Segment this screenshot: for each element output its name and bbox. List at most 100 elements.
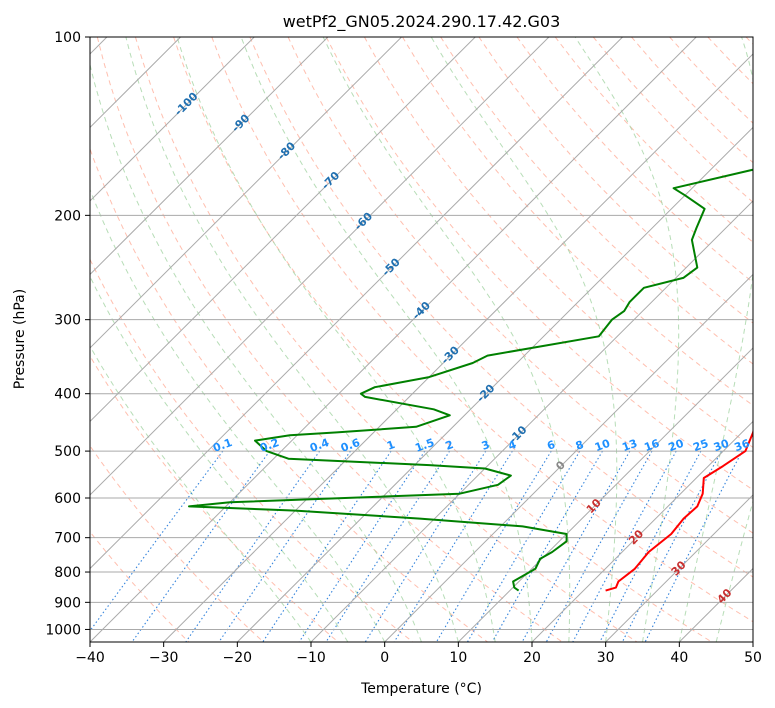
mixing-ratio-line <box>131 450 271 642</box>
isotherm-gridline <box>310 200 753 642</box>
isotherm-gridline <box>236 126 753 642</box>
y-tick-label: 800 <box>54 565 81 581</box>
plot-frame <box>89 36 754 643</box>
mixing-ratio-line <box>621 450 722 642</box>
dry-adiabat <box>287 37 753 534</box>
mixing-ratio-line <box>521 450 631 642</box>
dry-adiabat <box>211 37 753 623</box>
moist-adiabat <box>90 275 349 642</box>
dry-adiabat <box>478 37 753 324</box>
mixing-ratio-label: 3 <box>480 438 492 453</box>
isotherm-gridline <box>90 37 476 423</box>
mixing-ratio-label: 30 <box>712 437 731 455</box>
x-tick-label: 0 <box>380 650 389 666</box>
isotherm-gridline <box>90 37 697 642</box>
isotherm-gridline <box>752 641 753 642</box>
y-axis-label: Pressure (hPa) <box>12 289 28 389</box>
moist-adiabat <box>715 499 753 642</box>
mixing-ratio-label: 1.5 <box>413 436 436 455</box>
mixing-ratio-label: 0.6 <box>339 436 362 455</box>
moist-adiabat <box>90 62 422 642</box>
chart-title: wetPf2_GN05.2024.290.17.42.G03 <box>283 12 561 32</box>
x-tick-label: −20 <box>223 650 253 666</box>
x-tick-label: 10 <box>449 650 467 666</box>
mixing-ratio-label: 25 <box>691 437 710 454</box>
y-tick-label: 700 <box>54 531 81 547</box>
isotherm-gridline <box>90 37 550 496</box>
x-tick-label: −30 <box>149 650 179 666</box>
dry-adiabat <box>173 37 713 642</box>
isotherm-gridline <box>90 37 329 276</box>
mixing-ratio-line <box>644 450 743 642</box>
y-tick-label: 200 <box>54 208 81 224</box>
mixing-ratio-label: 6 <box>545 438 557 453</box>
x-tick-label: −10 <box>296 650 326 666</box>
profile-lines <box>188 168 753 592</box>
mixing-ratio-line <box>393 450 513 642</box>
y-tick-label: 100 <box>54 30 81 46</box>
dry-adiabat <box>440 37 753 365</box>
isotherm-gridline <box>531 420 753 642</box>
mixing-ratio-label: 16 <box>642 437 661 455</box>
mixing-ratio-line <box>572 450 677 642</box>
isotherm-gridline <box>90 37 182 129</box>
mixing-ratio-line <box>185 450 321 642</box>
temperature-line <box>605 428 753 592</box>
dry-adiabat <box>745 37 753 45</box>
x-tick-label: 20 <box>523 650 541 666</box>
y-tick-label: 900 <box>54 595 81 611</box>
mixing-ratio-label: 8 <box>574 438 586 453</box>
moist-adiabat <box>322 37 571 642</box>
mixing-ratio-label: 13 <box>620 437 639 454</box>
mixing-ratio-line <box>599 450 702 642</box>
dry-adiabat <box>134 37 638 642</box>
dry-adiabat <box>707 37 753 85</box>
mixing-ratio-line <box>364 450 487 642</box>
moist-adiabat <box>90 188 386 642</box>
isotherm-gridline <box>383 273 753 642</box>
x-tick-label: 30 <box>597 650 615 666</box>
moist-adiabat <box>678 37 753 642</box>
mixing-ratio-line <box>90 450 224 632</box>
x-tick-label: 40 <box>670 650 688 666</box>
dry-adiabat <box>90 258 414 642</box>
moist-adiabat <box>125 37 459 642</box>
y-tick-label: 300 <box>54 313 81 329</box>
x-axis-label: Temperature (°C) <box>360 681 482 697</box>
dry-adiabat <box>402 37 753 406</box>
mixing-ratio-label: 36 <box>733 437 752 455</box>
background-lines <box>90 37 753 642</box>
isotherm-gridline <box>90 37 403 349</box>
y-tick-label: 400 <box>54 387 81 403</box>
x-tick-label: 50 <box>744 650 762 666</box>
mixing-ratio-line <box>466 450 581 642</box>
isotherm-gridline <box>678 567 753 642</box>
isotherm-gridline <box>90 37 255 202</box>
mixing-ratio-line <box>325 450 451 642</box>
mixing-ratio-label: 0.2 <box>258 436 281 455</box>
y-tick-label: 500 <box>54 444 81 460</box>
moist-adiabat <box>430 37 618 642</box>
axes: −40 −30 −20 −10 0 10 20 30 40 5010020030040050060… <box>45 30 762 666</box>
moist-adiabat <box>240 37 533 642</box>
y-tick-label: 600 <box>54 491 81 507</box>
mixing-ratio-label: 0.4 <box>308 436 331 455</box>
mixing-ratio-line <box>262 450 392 642</box>
isotherm-gridline <box>604 494 753 642</box>
mixing-ratio-label: 2 <box>444 438 456 453</box>
isotherm-gridline <box>457 347 753 642</box>
mixing-ratio-label: 10 <box>593 437 612 455</box>
moist-adiabat <box>90 345 312 642</box>
x-tick-label: −40 <box>75 650 105 666</box>
dewpoint-line <box>188 168 753 592</box>
y-tick-label: 1000 <box>45 622 81 638</box>
dry-adiabat <box>90 445 265 642</box>
mixing-ratio-label: 0.1 <box>211 436 234 455</box>
isotherm-gridline <box>162 53 753 642</box>
moist-adiabat <box>574 37 680 642</box>
dry-adiabat <box>249 37 753 578</box>
mixing-ratio-label: 4 <box>506 438 518 453</box>
mixing-ratio-label: 1 <box>385 438 397 453</box>
mixing-ratio-label: 20 <box>667 437 686 455</box>
